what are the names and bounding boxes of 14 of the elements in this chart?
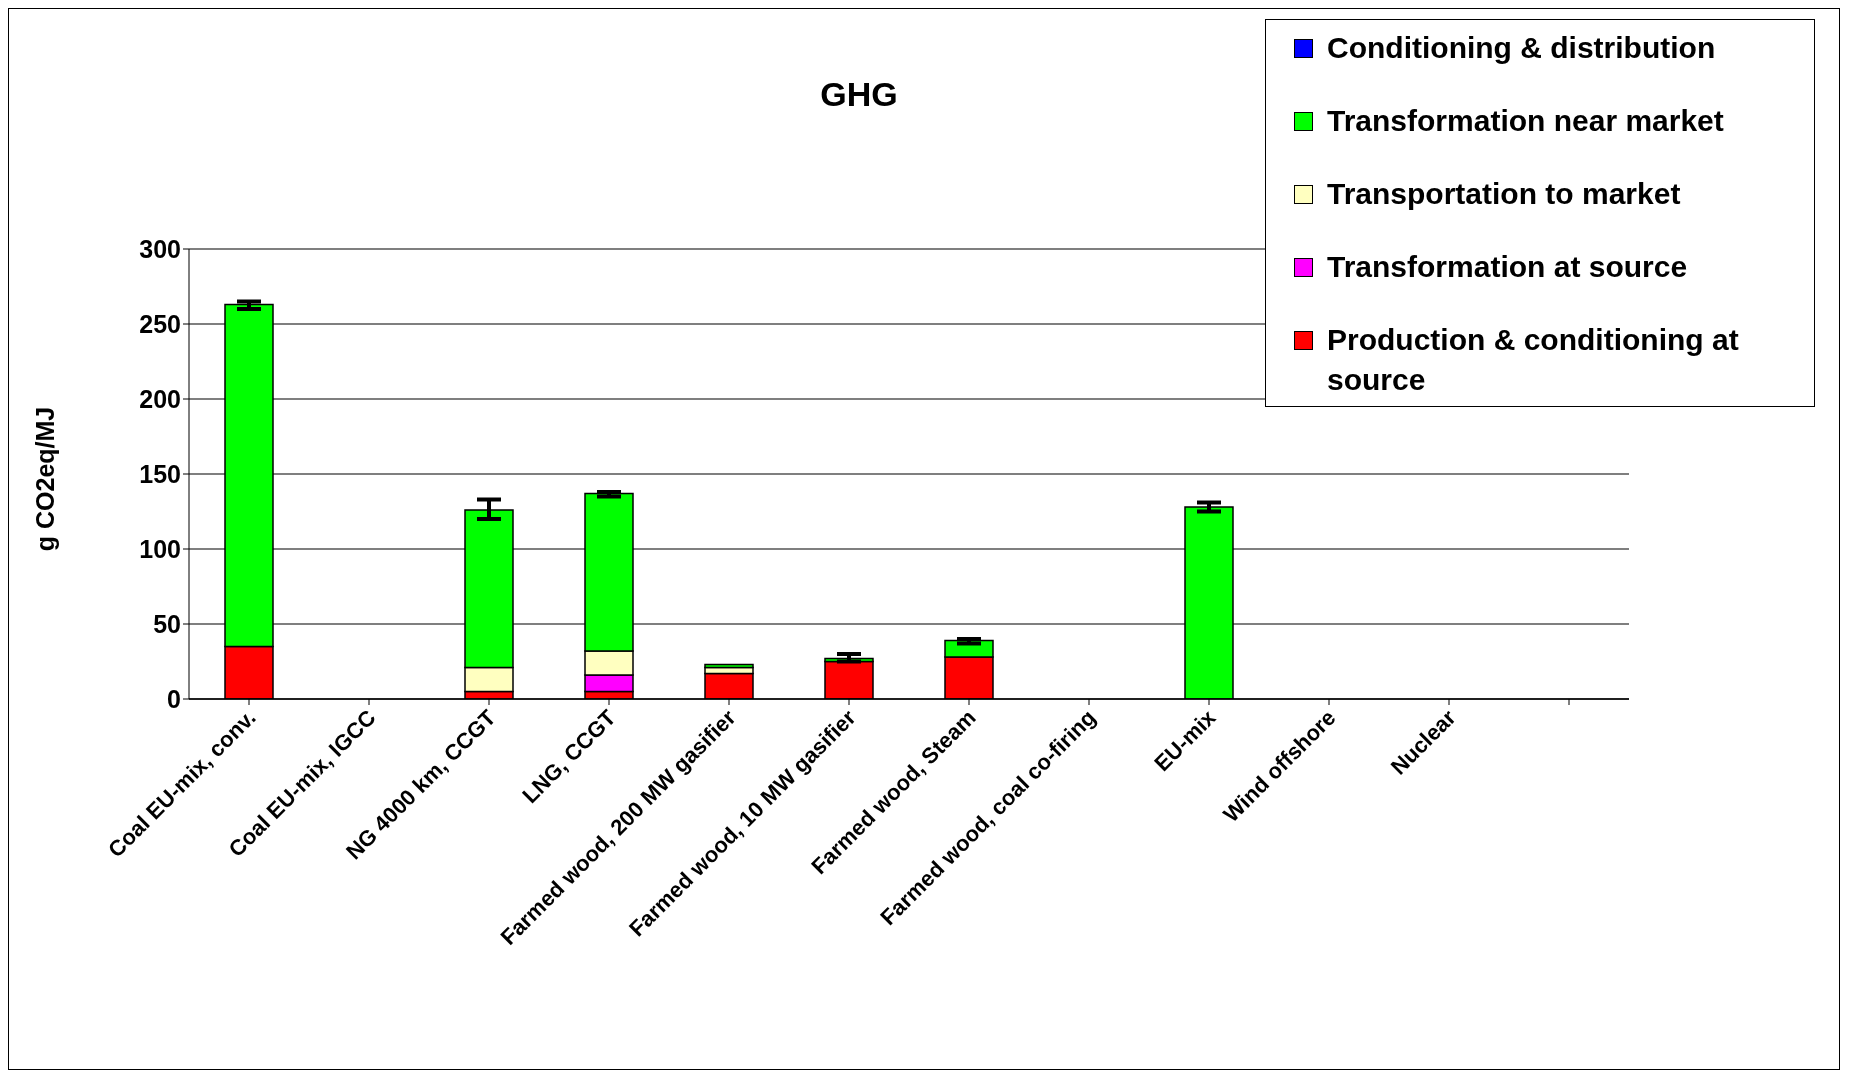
legend-label: Conditioning & distribution <box>1327 30 1716 66</box>
y-tick-label: 250 <box>139 309 181 338</box>
y-tick-label: 50 <box>153 609 181 638</box>
y-tick-label: 0 <box>167 684 181 713</box>
legend-label: Production & conditioning at source <box>1327 322 1740 398</box>
legend-label: Transformation near market <box>1327 103 1724 139</box>
legend-label: Transformation at source <box>1327 249 1688 285</box>
legend-label: Transportation to market <box>1327 176 1681 212</box>
y-tick-label: 150 <box>139 459 181 488</box>
y-tick-label: 300 <box>139 234 181 263</box>
y-axis-title: g CO2eq/MJ <box>30 406 60 552</box>
chart-title: GHG <box>820 75 898 113</box>
y-tick-label: 200 <box>139 384 181 413</box>
y-tick-label: 100 <box>139 534 181 563</box>
